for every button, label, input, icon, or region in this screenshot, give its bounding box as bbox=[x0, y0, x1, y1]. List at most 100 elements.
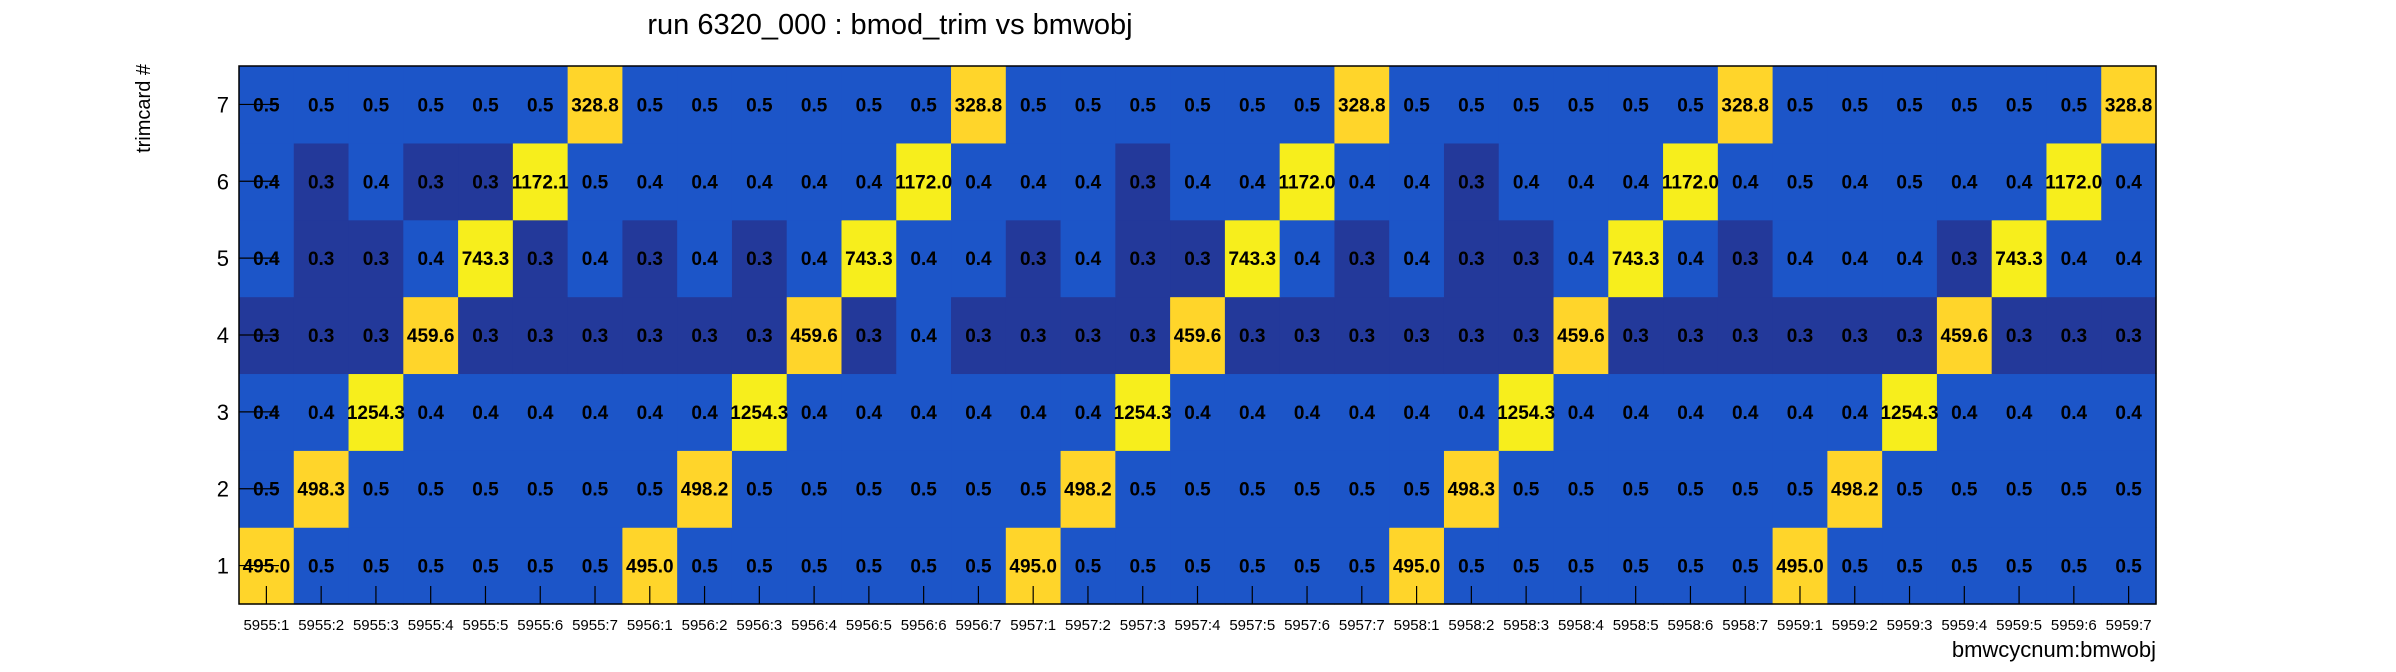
cell-value-label: 0.3 bbox=[2115, 326, 2141, 347]
heatmap-cell bbox=[1389, 66, 1445, 144]
cell-value-label: 0.3 bbox=[1075, 326, 1101, 347]
heatmap-cell bbox=[1279, 66, 1336, 144]
cell-value-label: 0.3 bbox=[2061, 326, 2087, 347]
cell-value-label: 0.3 bbox=[1458, 249, 1484, 270]
heatmap-cell bbox=[951, 219, 1007, 298]
cell-value-label: 1172.0 bbox=[895, 172, 952, 193]
cell-value-label: 743.3 bbox=[1228, 249, 1276, 270]
heatmap-cell bbox=[1224, 219, 1281, 298]
x-tick-label: 5957:1 bbox=[1010, 617, 1056, 634]
x-tick-label: 5956:4 bbox=[791, 617, 837, 634]
heatmap-cell bbox=[1772, 450, 1828, 528]
cell-value-label: 0.4 bbox=[637, 172, 664, 193]
cell-value-label: 1254.3 bbox=[1880, 403, 1938, 424]
heatmap-cell bbox=[293, 66, 350, 144]
cell-value-label: 0.4 bbox=[1677, 403, 1704, 424]
heatmap-cell bbox=[786, 219, 843, 298]
cell-value-label: 0.5 bbox=[910, 480, 937, 501]
x-tick-label: 5958:2 bbox=[1448, 617, 1494, 634]
cell-value-label: 0.5 bbox=[1732, 557, 1759, 578]
heatmap-cell bbox=[348, 450, 404, 528]
cell-value-label: 1254.3 bbox=[347, 403, 405, 424]
heatmap-cell bbox=[293, 373, 350, 451]
heatmap-cell bbox=[1170, 142, 1226, 221]
heatmap-cell bbox=[1882, 142, 1938, 221]
heatmap-cell bbox=[1772, 219, 1828, 298]
cell-value-label: 0.5 bbox=[1458, 95, 1485, 116]
cell-value-label: 0.5 bbox=[1239, 95, 1266, 116]
heatmap-cell bbox=[677, 373, 733, 451]
cell-value-label: 0.5 bbox=[1677, 480, 1704, 501]
cell-value-label: 0.5 bbox=[965, 480, 992, 501]
heatmap-cell bbox=[1553, 142, 1609, 221]
heatmap-cell bbox=[1772, 373, 1828, 451]
heatmap-cell bbox=[896, 66, 952, 144]
cell-value-label: 495.0 bbox=[1009, 557, 1057, 578]
cell-value-label: 0.5 bbox=[1294, 480, 1321, 501]
cell-value-label: 0.3 bbox=[1294, 326, 1320, 347]
heatmap-cell bbox=[567, 142, 623, 221]
chart-title: run 6320_000 : bmod_trim vs bmwobj bbox=[647, 9, 1132, 41]
heatmap-cell bbox=[677, 142, 733, 221]
cell-value-label: 0.3 bbox=[1732, 326, 1758, 347]
cell-value-label: 0.4 bbox=[1622, 172, 1649, 193]
cell-value-label: 0.3 bbox=[1842, 326, 1868, 347]
heatmap-cell bbox=[1991, 219, 2048, 298]
cell-value-label: 0.4 bbox=[1568, 249, 1595, 270]
cell-value-label: 0.5 bbox=[2006, 480, 2033, 501]
cell-value-label: 0.4 bbox=[965, 403, 992, 424]
cell-value-label: 0.4 bbox=[691, 172, 718, 193]
cell-value-label: 0.3 bbox=[637, 326, 663, 347]
heatmap-cell bbox=[1060, 219, 1116, 298]
heatmap-cell bbox=[1663, 373, 1719, 451]
cell-value-label: 0.5 bbox=[417, 95, 444, 116]
cell-value-label: 0.5 bbox=[856, 95, 883, 116]
cell-value-label: 0.4 bbox=[910, 326, 937, 347]
heatmap-cell bbox=[403, 66, 459, 144]
cell-value-label: 1254.3 bbox=[730, 403, 788, 424]
cell-value-label: 459.6 bbox=[1941, 326, 1989, 347]
x-tick-label: 5958:4 bbox=[1558, 617, 1604, 634]
cell-value-label: 0.5 bbox=[1294, 95, 1321, 116]
heatmap-cell bbox=[1827, 450, 1883, 528]
cell-value-label: 0.5 bbox=[1568, 557, 1595, 578]
x-tick-label: 5956:2 bbox=[682, 617, 728, 634]
x-tick-label: 5959:2 bbox=[1832, 617, 1878, 634]
cell-value-label: 0.4 bbox=[582, 403, 609, 424]
heatmap-cell bbox=[896, 373, 952, 451]
heatmap-cell bbox=[2046, 142, 2102, 221]
cell-value-label: 0.3 bbox=[1184, 249, 1210, 270]
heatmap-cell bbox=[1334, 142, 1390, 221]
cell-value-label: 0.5 bbox=[2061, 557, 2088, 578]
cell-value-label: 743.3 bbox=[1612, 249, 1660, 270]
heatmap-cell bbox=[731, 373, 788, 451]
x-tick-label: 5956:1 bbox=[627, 617, 673, 634]
cell-value-label: 0.5 bbox=[1513, 95, 1540, 116]
x-tick-label: 5957:4 bbox=[1175, 617, 1221, 634]
x-tick-label: 5955:2 bbox=[298, 617, 344, 634]
cell-value-label: 0.5 bbox=[1349, 557, 1376, 578]
cell-value-label: 0.3 bbox=[746, 249, 772, 270]
cell-value-label: 0.4 bbox=[417, 403, 444, 424]
heatmap-cell bbox=[622, 142, 678, 221]
cell-value-label: 328.8 bbox=[571, 95, 619, 116]
heatmap-cell bbox=[896, 142, 952, 221]
cell-value-label: 0.4 bbox=[1842, 403, 1869, 424]
cell-value-label: 0.4 bbox=[1896, 249, 1923, 270]
cell-value-label: 498.3 bbox=[1448, 480, 1496, 501]
heatmap-cell bbox=[951, 373, 1007, 451]
heatmap-cell bbox=[786, 373, 843, 451]
cell-value-label: 0.3 bbox=[637, 249, 663, 270]
cell-value-label: 1172.0 bbox=[1279, 172, 1336, 193]
cell-value-label: 0.3 bbox=[1513, 326, 1539, 347]
heatmap-cell bbox=[1115, 296, 1171, 375]
heatmap-cell bbox=[1005, 219, 1062, 298]
heatmap-cell bbox=[2046, 450, 2102, 528]
heatmap-cell bbox=[403, 219, 459, 298]
cell-value-label: 0.5 bbox=[1842, 95, 1869, 116]
heatmap-cell bbox=[731, 66, 788, 144]
cell-value-label: 0.3 bbox=[527, 249, 553, 270]
cell-value-label: 0.5 bbox=[1622, 557, 1649, 578]
heatmap-cell bbox=[1060, 66, 1116, 144]
heatmap-cell bbox=[896, 219, 952, 298]
